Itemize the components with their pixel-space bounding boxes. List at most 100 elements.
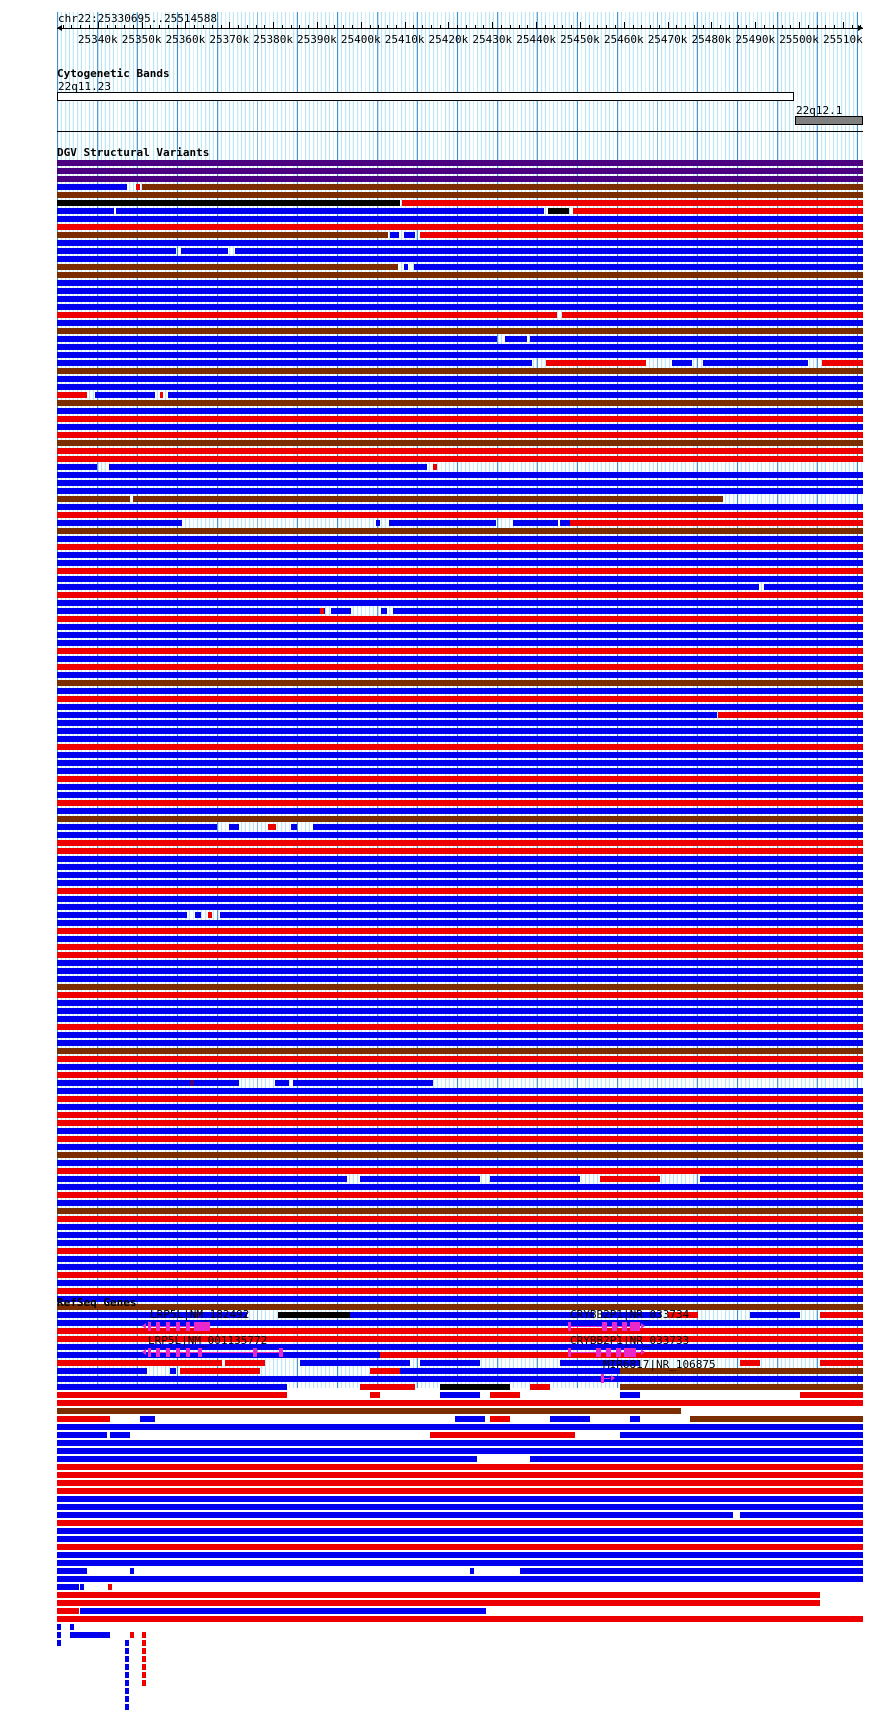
dgv-variant-segment[interactable] bbox=[57, 848, 863, 854]
dgv-variant-segment[interactable] bbox=[57, 904, 863, 910]
dgv-variant-segment[interactable] bbox=[57, 632, 863, 638]
dgv-variant-segment[interactable] bbox=[376, 520, 380, 526]
dgv-variant-segment[interactable] bbox=[560, 520, 573, 526]
dgv-variant-segment[interactable] bbox=[57, 168, 863, 174]
dgv-variant-segment[interactable] bbox=[57, 1296, 863, 1302]
dgv-variant-segment[interactable] bbox=[620, 1384, 863, 1390]
dgv-variant-segment[interactable] bbox=[57, 1088, 863, 1094]
dgv-variant-segment[interactable] bbox=[180, 1368, 260, 1374]
dgv-variant-segment[interactable] bbox=[404, 232, 415, 238]
dgv-variant-segment[interactable] bbox=[268, 824, 276, 830]
dgv-variant-segment[interactable] bbox=[57, 224, 863, 230]
dgv-variant-segment[interactable] bbox=[57, 1352, 420, 1358]
dgv-variant-segment[interactable] bbox=[57, 1448, 863, 1454]
dgv-variant-segment[interactable] bbox=[57, 1120, 863, 1126]
dgv-variant-segment[interactable] bbox=[800, 1392, 863, 1398]
dgv-variant-segment[interactable] bbox=[275, 1080, 289, 1086]
dgv-variant-segment[interactable] bbox=[95, 392, 155, 398]
dgv-variant-segment[interactable] bbox=[57, 1576, 863, 1582]
dgv-variant-segment[interactable] bbox=[570, 520, 863, 526]
dgv-variant-segment[interactable] bbox=[620, 1392, 640, 1398]
refseq-exon[interactable] bbox=[186, 1322, 190, 1331]
dgv-variant-segment[interactable] bbox=[57, 1440, 863, 1446]
dgv-variant-segment[interactable] bbox=[57, 1504, 863, 1510]
dgv-variant-segment[interactable] bbox=[400, 1368, 620, 1374]
dgv-variant-segment[interactable] bbox=[57, 1568, 87, 1574]
dgv-variant-segment[interactable] bbox=[142, 1664, 146, 1670]
dgv-variant-segment[interactable] bbox=[57, 432, 863, 438]
dgv-variant-segment[interactable] bbox=[440, 1384, 510, 1390]
refseq-exon[interactable] bbox=[616, 1348, 621, 1357]
dgv-variant-segment[interactable] bbox=[822, 360, 863, 366]
dgv-variant-segment[interactable] bbox=[57, 736, 863, 742]
dgv-variant-segment[interactable] bbox=[57, 208, 114, 214]
dgv-variant-segment[interactable] bbox=[57, 528, 863, 534]
dgv-variant-segment[interactable] bbox=[562, 312, 863, 318]
dgv-variant-segment[interactable] bbox=[57, 808, 863, 814]
refseq-exon[interactable] bbox=[194, 1322, 210, 1331]
dgv-variant-segment[interactable] bbox=[57, 1480, 863, 1486]
dgv-variant-segment[interactable] bbox=[57, 1600, 820, 1606]
dgv-variant-segment[interactable] bbox=[136, 184, 140, 190]
refseq-exon[interactable] bbox=[176, 1348, 180, 1357]
dgv-variant-segment[interactable] bbox=[57, 1624, 61, 1630]
refseq-exon[interactable] bbox=[156, 1348, 160, 1357]
dgv-variant-segment[interactable] bbox=[57, 680, 863, 686]
dgv-variant-segment[interactable] bbox=[57, 296, 863, 302]
dgv-variant-segment[interactable] bbox=[57, 704, 863, 710]
dgv-variant-segment[interactable] bbox=[57, 1232, 863, 1238]
dgv-variant-segment[interactable] bbox=[57, 784, 863, 790]
dgv-variant-segment[interactable] bbox=[57, 928, 863, 934]
dgv-variant-segment[interactable] bbox=[57, 384, 863, 390]
dgv-variant-segment[interactable] bbox=[291, 824, 297, 830]
dgv-variant-segment[interactable] bbox=[57, 408, 863, 414]
dgv-variant-segment[interactable] bbox=[57, 1512, 733, 1518]
dgv-variant-segment[interactable] bbox=[57, 720, 863, 726]
dgv-variant-segment[interactable] bbox=[57, 520, 182, 526]
dgv-variant-segment[interactable] bbox=[350, 1312, 590, 1318]
dgv-variant-segment[interactable] bbox=[57, 1312, 247, 1318]
dgv-variant-segment[interactable] bbox=[57, 1096, 863, 1102]
dgv-variant-segment[interactable] bbox=[300, 1360, 410, 1366]
dgv-variant-segment[interactable] bbox=[470, 1568, 474, 1574]
dgv-variant-segment[interactable] bbox=[370, 1392, 380, 1398]
dgv-variant-segment[interactable] bbox=[57, 1360, 222, 1366]
dgv-variant-segment[interactable] bbox=[430, 1432, 575, 1438]
dgv-variant-segment[interactable] bbox=[57, 1192, 863, 1198]
dgv-variant-segment[interactable] bbox=[108, 1584, 112, 1590]
dgv-variant-segment[interactable] bbox=[57, 768, 863, 774]
dgv-variant-segment[interactable] bbox=[57, 256, 863, 262]
dgv-variant-segment[interactable] bbox=[57, 264, 398, 270]
dgv-variant-segment[interactable] bbox=[57, 1072, 863, 1078]
dgv-variant-segment[interactable] bbox=[57, 824, 217, 830]
dgv-variant-segment[interactable] bbox=[142, 1672, 146, 1678]
dgv-variant-segment[interactable] bbox=[57, 1056, 863, 1062]
dgv-variant-segment[interactable] bbox=[57, 1528, 214, 1534]
dgv-variant-segment[interactable] bbox=[57, 1400, 863, 1406]
dgv-variant-segment[interactable] bbox=[125, 1688, 129, 1694]
dgv-variant-segment[interactable] bbox=[57, 376, 863, 382]
dgv-variant-segment[interactable] bbox=[57, 360, 532, 366]
dgv-variant-segment[interactable] bbox=[490, 1392, 520, 1398]
dgv-variant-segment[interactable] bbox=[620, 1368, 863, 1374]
dgv-variant-segment[interactable] bbox=[57, 600, 863, 606]
dgv-variant-segment[interactable] bbox=[160, 392, 163, 398]
dgv-variant-segment[interactable] bbox=[57, 1632, 61, 1638]
dgv-variant-segment[interactable] bbox=[57, 1112, 863, 1118]
dgv-variant-segment[interactable] bbox=[57, 176, 863, 182]
dgv-variant-segment[interactable] bbox=[57, 1320, 863, 1326]
dgv-variant-segment[interactable] bbox=[116, 208, 544, 214]
dgv-variant-segment[interactable] bbox=[57, 1520, 863, 1526]
dgv-variant-segment[interactable] bbox=[57, 776, 863, 782]
dgv-variant-segment[interactable] bbox=[620, 1432, 863, 1438]
dgv-variant-segment[interactable] bbox=[57, 480, 863, 486]
dgv-variant-segment[interactable] bbox=[110, 1432, 130, 1438]
dgv-variant-segment[interactable] bbox=[57, 336, 497, 342]
dgv-variant-segment[interactable] bbox=[57, 912, 187, 918]
dgv-variant-segment[interactable] bbox=[57, 856, 863, 862]
dgv-variant-segment[interactable] bbox=[57, 1080, 239, 1086]
dgv-variant-segment[interactable] bbox=[57, 216, 863, 222]
dgv-variant-segment[interactable] bbox=[57, 456, 863, 462]
dgv-variant-segment[interactable] bbox=[57, 624, 863, 630]
dgv-variant-segment[interactable] bbox=[57, 448, 863, 454]
